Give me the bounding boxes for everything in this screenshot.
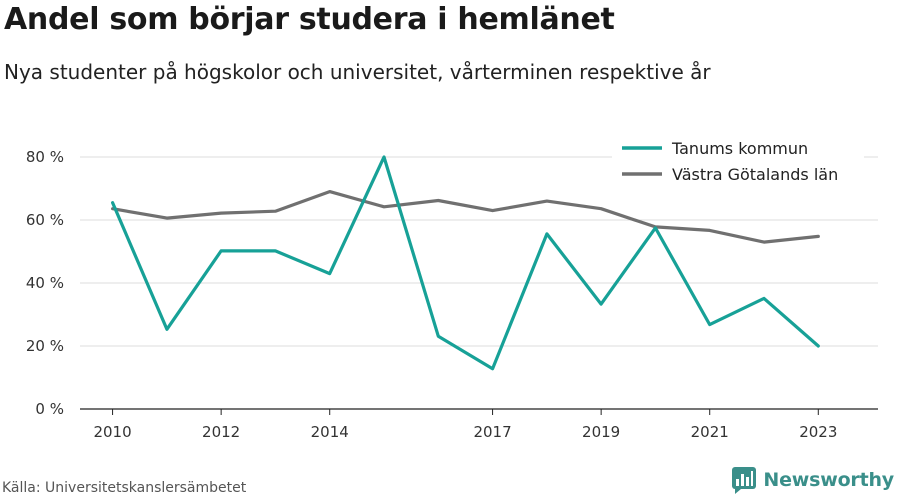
x-tick-label: 2014 xyxy=(311,423,349,441)
chart-subtitle: Nya studenter på högskolor och universit… xyxy=(4,60,711,84)
bar-chart-logo-icon xyxy=(732,467,757,494)
series-line-vastra-gotaland xyxy=(110,190,820,244)
y-tick-label: 0 % xyxy=(35,400,64,418)
y-tick-label: 20 % xyxy=(26,337,64,355)
x-tick-label: 2012 xyxy=(202,423,240,441)
legend-label: Västra Götalands län xyxy=(672,165,838,184)
series-lines xyxy=(110,155,820,371)
source-note: Källa: Universitetskanslersämbetet xyxy=(2,480,247,496)
x-axis: 2010 2012 2014 2017 2019 2021 2023 xyxy=(80,408,878,441)
x-tick-label: 2010 xyxy=(93,423,131,441)
y-axis-tick-labels: 0 % 20 % 40 % 60 % 80 % xyxy=(26,148,64,418)
brand-logo: Newsworthy xyxy=(731,466,894,494)
series-line-tanum xyxy=(110,155,820,371)
y-tick-label: 60 % xyxy=(26,211,64,229)
x-tick-label: 2021 xyxy=(691,423,729,441)
y-tick-label: 40 % xyxy=(26,274,64,292)
x-tick-label: 2023 xyxy=(799,423,837,441)
brand-name: Newsworthy xyxy=(763,469,894,491)
chart-title: Andel som börjar studera i hemlänet xyxy=(4,2,615,37)
legend-background xyxy=(612,130,864,190)
line-chart: 0 % 20 % 40 % 60 % 80 % 2010 2012 2014 2017 2019… xyxy=(25,130,878,441)
y-tick-label: 80 % xyxy=(26,148,64,166)
x-tick-label: 2019 xyxy=(582,423,620,441)
legend: Tanums kommun Västra Götalands län xyxy=(612,130,864,190)
x-tick-label: 2017 xyxy=(473,423,511,441)
legend-label: Tanums kommun xyxy=(671,139,808,158)
